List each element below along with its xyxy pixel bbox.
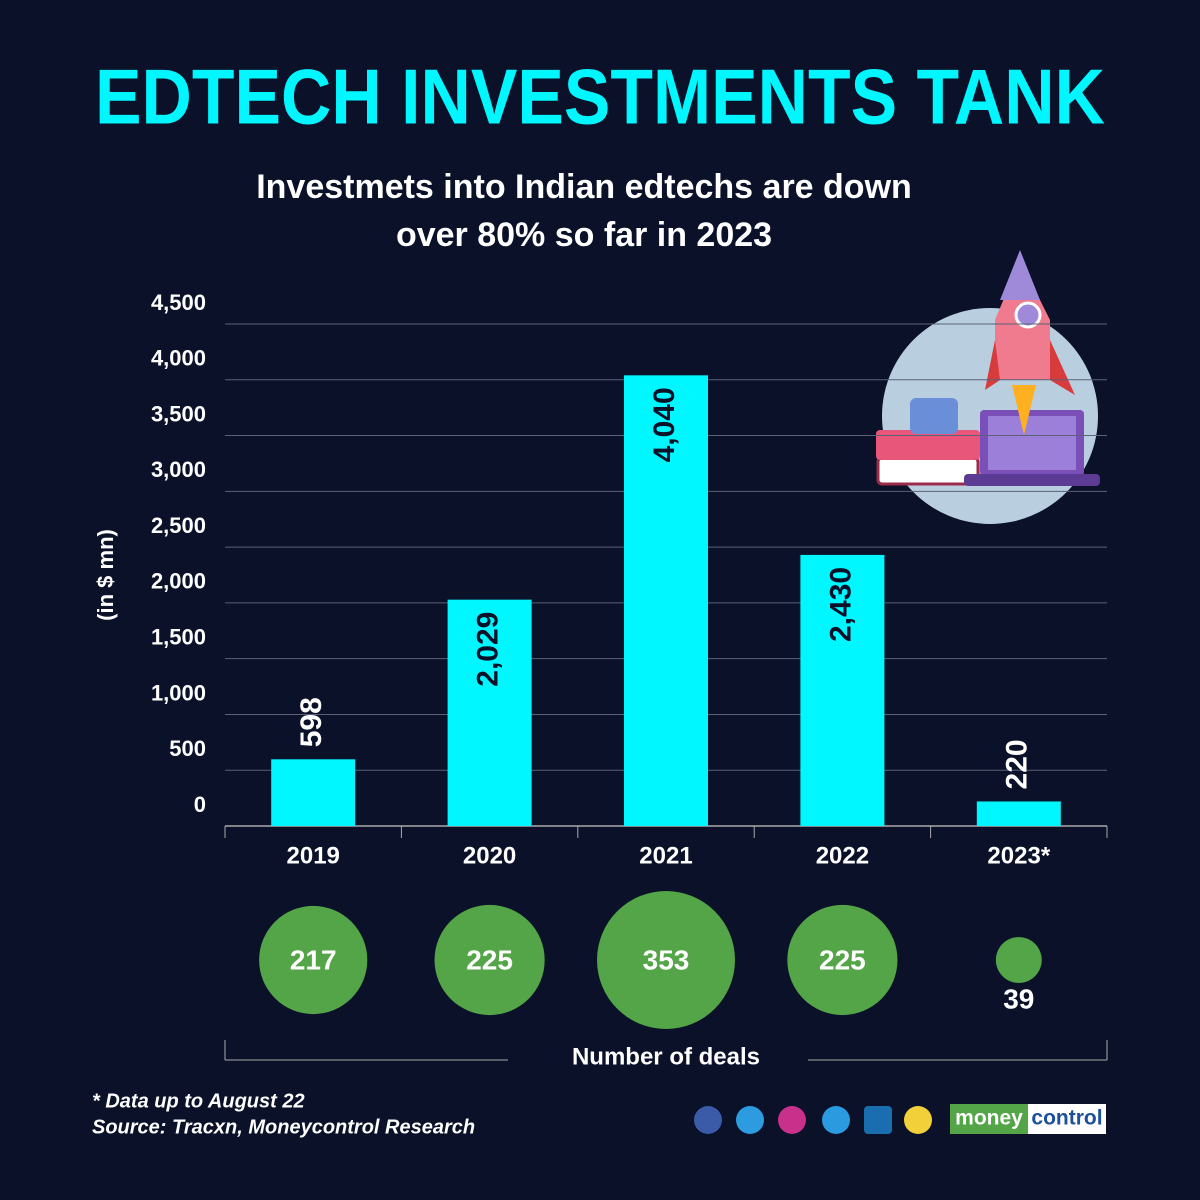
value-label: 4,040 bbox=[648, 387, 681, 462]
value-label: 2,029 bbox=[472, 612, 505, 687]
footnote: * Data up to August 22 bbox=[92, 1090, 305, 1112]
bar bbox=[624, 375, 708, 826]
y-tick-label: 4,000 bbox=[151, 346, 206, 371]
x-tick-label: 2023* bbox=[987, 842, 1050, 869]
chart-title: EDTECH INVESTMENTS TANK bbox=[95, 53, 1105, 141]
x-tick-label: 2020 bbox=[463, 842, 516, 869]
y-axis-label: (in $ mn) bbox=[93, 529, 118, 621]
illustration bbox=[876, 250, 1100, 524]
y-tick-label: 0 bbox=[194, 792, 206, 817]
deal-bubble bbox=[787, 904, 898, 1016]
y-tick-label: 1,000 bbox=[151, 680, 206, 705]
y-tick-label: 2,500 bbox=[151, 513, 206, 538]
source: Source: Tracxn, Moneycontrol Research bbox=[92, 1116, 475, 1138]
subtitle: over 80% so far in 2023 bbox=[396, 216, 772, 254]
value-label: 2,430 bbox=[824, 567, 857, 642]
y-tick-label: 3,500 bbox=[151, 401, 206, 426]
y-tick-label: 4,500 bbox=[151, 290, 206, 315]
brand-box bbox=[950, 1104, 1028, 1134]
value-label: 220 bbox=[1001, 739, 1034, 789]
deal-bubble bbox=[597, 891, 735, 1029]
bar bbox=[271, 759, 356, 826]
deal-label: 353 bbox=[643, 944, 690, 975]
y-tick-label: 3,000 bbox=[151, 457, 206, 482]
value-label: 598 bbox=[295, 697, 328, 747]
subtitle: Investmets into Indian edtechs are down bbox=[256, 168, 912, 206]
x-tick-label: 2021 bbox=[639, 842, 692, 869]
deal-label: 225 bbox=[466, 944, 513, 975]
y-tick-label: 500 bbox=[169, 736, 206, 761]
brand: control bbox=[1031, 1107, 1102, 1130]
x-tick-label: 2022 bbox=[816, 842, 869, 869]
bar bbox=[447, 599, 532, 826]
deal-label: 217 bbox=[290, 944, 337, 975]
deal-label: 39 bbox=[1003, 983, 1034, 1014]
x-tick-label: 2019 bbox=[287, 842, 340, 869]
deals-label: Number of deals bbox=[572, 1043, 760, 1070]
brand: money bbox=[955, 1107, 1023, 1130]
bar bbox=[976, 801, 1061, 826]
bar bbox=[800, 554, 885, 826]
social-icons bbox=[694, 1106, 932, 1134]
deal-label: 225 bbox=[819, 944, 866, 975]
deal-bubble bbox=[259, 905, 368, 1015]
deal-bubble bbox=[995, 937, 1042, 983]
y-tick-label: 1,500 bbox=[151, 624, 206, 649]
y-tick-label: 2,000 bbox=[151, 569, 206, 594]
deal-bubble bbox=[434, 904, 545, 1016]
